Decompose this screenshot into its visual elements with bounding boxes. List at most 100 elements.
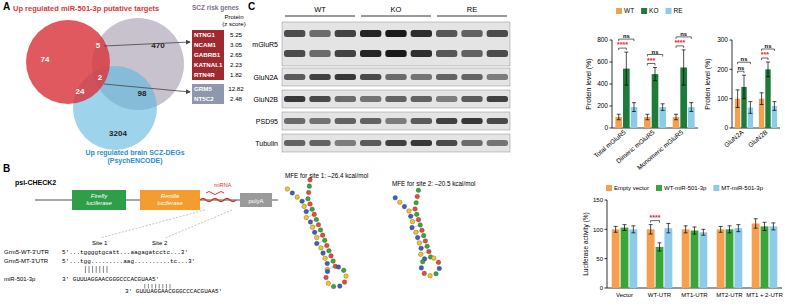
band — [360, 74, 381, 80]
band — [284, 74, 305, 80]
error-bar — [728, 226, 732, 233]
band — [411, 30, 432, 37]
nucleotide — [306, 190, 311, 195]
nucleotide — [312, 230, 317, 235]
band — [487, 96, 508, 102]
band — [309, 30, 330, 37]
error-bar — [684, 226, 688, 233]
bar — [621, 228, 629, 288]
nucleotide — [336, 265, 341, 270]
band — [487, 50, 508, 57]
y-tick-label: 0 — [600, 285, 604, 291]
nucleotide — [410, 219, 415, 224]
nucleotide — [410, 225, 415, 230]
label: miRNA — [214, 182, 232, 188]
arrow — [104, 42, 190, 46]
panel-label: B — [3, 163, 10, 174]
panel-label: A — [3, 1, 10, 12]
label: PSD95 — [256, 118, 278, 125]
x-tick-label: MT1-UTR — [681, 292, 708, 298]
circle-targets — [26, 20, 110, 104]
error-bar — [631, 226, 635, 233]
pairing-bar — [144, 284, 145, 289]
pairing-bar — [89, 266, 90, 273]
label: Site 2 — [152, 240, 168, 246]
band — [360, 30, 381, 37]
band — [385, 140, 406, 146]
y-tick — [605, 258, 608, 259]
gene-name: KATNAL1 — [194, 61, 223, 68]
sig-label: ns — [623, 33, 630, 39]
y-tick — [730, 128, 733, 129]
y-tick-label: 0 — [604, 124, 608, 131]
legend-swatch — [616, 8, 622, 14]
nucleotide — [318, 228, 323, 233]
band — [487, 74, 508, 80]
y-tick — [610, 84, 613, 85]
band — [335, 74, 356, 80]
band — [436, 74, 457, 80]
nucleotide — [337, 284, 342, 289]
legend-swatch — [641, 8, 647, 14]
band — [436, 118, 457, 124]
z-score: 12.82 — [228, 85, 244, 92]
error-bar — [624, 52, 628, 85]
error-bar — [693, 227, 697, 234]
nucleotide — [408, 214, 413, 219]
nucleotide — [437, 266, 442, 271]
z-score: 3.05 — [230, 41, 243, 48]
nucleotide — [342, 280, 347, 285]
label: luciferase — [157, 200, 183, 206]
y-axis-label: Protein level (%) — [585, 58, 593, 109]
bar — [664, 228, 672, 288]
nucleotide — [414, 212, 419, 217]
plot-area — [735, 62, 777, 128]
y-tick-label: 100 — [717, 95, 728, 102]
label: Grm5-MT-3'UTR — [4, 258, 49, 264]
band — [335, 96, 356, 102]
nucleotide — [323, 256, 328, 261]
bar — [699, 232, 707, 288]
label: Up regulated miR-501-3p putative targets — [13, 4, 159, 13]
error-bar — [701, 229, 705, 235]
band — [461, 140, 482, 146]
label: RE — [467, 5, 477, 14]
bar-chart: 050100150VectorWT-UTRMT1-UTRMT2-UTRMT1 +… — [582, 185, 783, 298]
error-bar — [623, 225, 627, 231]
sig-label: ns — [737, 65, 744, 71]
nucleotide — [320, 233, 325, 238]
y-tick-label: 600 — [597, 58, 608, 65]
gene-group-box — [192, 84, 224, 104]
gene-name: GABRB1 — [194, 51, 221, 58]
z-score: 5.25 — [230, 31, 243, 38]
nucleotide — [325, 269, 330, 274]
label: MFE for site 1: –26.4 kcal/mol — [285, 172, 368, 179]
legend-label: KO — [649, 7, 658, 14]
sig-label: ns — [765, 43, 772, 49]
band — [360, 140, 381, 146]
nucleotide — [421, 233, 426, 238]
band — [385, 96, 406, 102]
label: Tubulin — [255, 140, 278, 147]
error-bar — [719, 226, 723, 232]
bar — [717, 229, 725, 288]
guide — [100, 210, 205, 238]
y-tick — [610, 62, 613, 63]
bar — [682, 229, 690, 288]
y-tick-label: 400 — [597, 80, 608, 87]
y-tick-label: 300 — [717, 36, 728, 43]
label: miR-501-3p — [4, 276, 36, 282]
nucleotide — [325, 261, 330, 266]
y-tick-label: 50 — [596, 256, 603, 262]
nucleotide — [397, 200, 402, 205]
band — [461, 30, 482, 37]
y-tick — [730, 40, 733, 41]
nucleotide — [308, 220, 313, 225]
nucleotide — [422, 271, 427, 276]
label: (PsychENCODE) — [107, 157, 162, 165]
bar-chart: 0100200300GluN2AGluN2Bnsns***nsProtein l… — [704, 36, 780, 148]
y-axis-label: Luciferase activity (%) — [582, 212, 590, 276]
band — [487, 140, 508, 146]
legend-label: MT-miR-501-3p — [721, 185, 763, 191]
gene-group-box — [192, 30, 224, 80]
